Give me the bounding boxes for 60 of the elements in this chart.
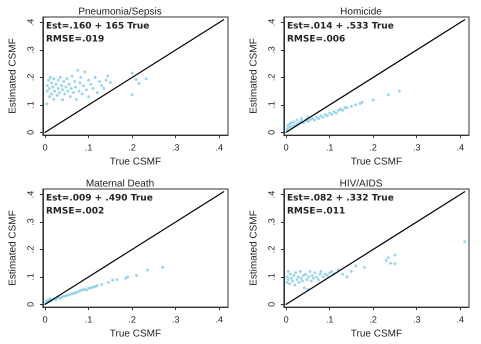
x-tick-label: .3 [172, 314, 180, 325]
annotation: RMSE=.002 [46, 206, 104, 216]
x-tick-label: .2 [128, 314, 136, 325]
y-tick-label: .1 [25, 101, 36, 109]
y-tick-label: .4 [266, 190, 276, 198]
x-tick-label: .4 [216, 142, 224, 153]
x-axis-title: True CSMF [110, 328, 162, 340]
annotation: Est=.082 + .332 True [287, 194, 394, 204]
x-tick-label: .4 [456, 142, 464, 153]
annotation: RMSE=.019 [46, 34, 104, 44]
x-tick-label: .1 [326, 142, 334, 153]
x-tick-label: .1 [84, 314, 92, 325]
x-tick-label: 0 [42, 314, 48, 325]
x-tick-label: .2 [128, 142, 136, 153]
x-tick-label: .4 [456, 314, 464, 325]
x-tick-label: .3 [412, 142, 420, 153]
x-tick-label: 0 [284, 314, 289, 325]
chart-title: Pneumonia/Sepsis [78, 6, 162, 18]
y-tick-label: .1 [266, 273, 276, 281]
x-tick-label: .3 [172, 142, 180, 153]
annotation: Est=.014 + .533 True [287, 22, 394, 32]
y-tick-label: 0 [25, 130, 36, 135]
x-axis-title: True CSMF [350, 156, 402, 168]
chart-title: HIV/AIDS [340, 178, 383, 190]
y-tick-label: .3 [266, 218, 276, 226]
y-tick-label: .1 [266, 101, 276, 109]
x-tick-label: 0 [284, 142, 289, 153]
annotation: Est=.009 + .490 True [46, 194, 153, 204]
y-axis-title: Estimated CSMF [8, 210, 18, 286]
y-tick-label: .2 [25, 74, 36, 82]
y-tick-label: .2 [266, 246, 276, 254]
y-tick-label: .4 [266, 18, 276, 26]
y-tick-label: .2 [266, 74, 276, 82]
x-tick-label: 0 [42, 142, 48, 153]
y-tick-label: .3 [266, 46, 276, 54]
y-tick-label: 0 [266, 302, 276, 307]
y-tick-label: 0 [25, 302, 36, 307]
x-axis-title: True CSMF [110, 156, 162, 168]
y-tick-label: .2 [25, 246, 36, 254]
y-axis-title: Estimated CSMF [8, 38, 18, 114]
y-axis-title: Estimated CSMF [248, 38, 260, 114]
annotation: RMSE=.006 [287, 34, 346, 44]
x-tick-label: .1 [84, 142, 92, 153]
x-axis-title: True CSMF [350, 328, 402, 340]
y-tick-label: .4 [25, 18, 36, 26]
x-tick-label: .3 [412, 314, 420, 325]
annotation: RMSE=.011 [287, 206, 346, 216]
x-tick-label: .2 [369, 314, 377, 325]
y-tick-label: .3 [25, 46, 36, 54]
y-tick-label: .1 [25, 273, 36, 281]
x-tick-label: .4 [216, 314, 224, 325]
y-tick-label: .4 [25, 190, 36, 198]
annotation: Est=.160 + 165 True [46, 22, 150, 32]
x-tick-label: .1 [326, 314, 334, 325]
y-axis-title: Estimated CSMF [248, 210, 260, 286]
chart-title: Maternal Death [86, 178, 154, 190]
chart-title: Homicide [340, 6, 382, 18]
y-tick-label: .3 [25, 218, 36, 226]
x-tick-label: .2 [369, 142, 377, 153]
y-tick-label: 0 [266, 130, 276, 135]
